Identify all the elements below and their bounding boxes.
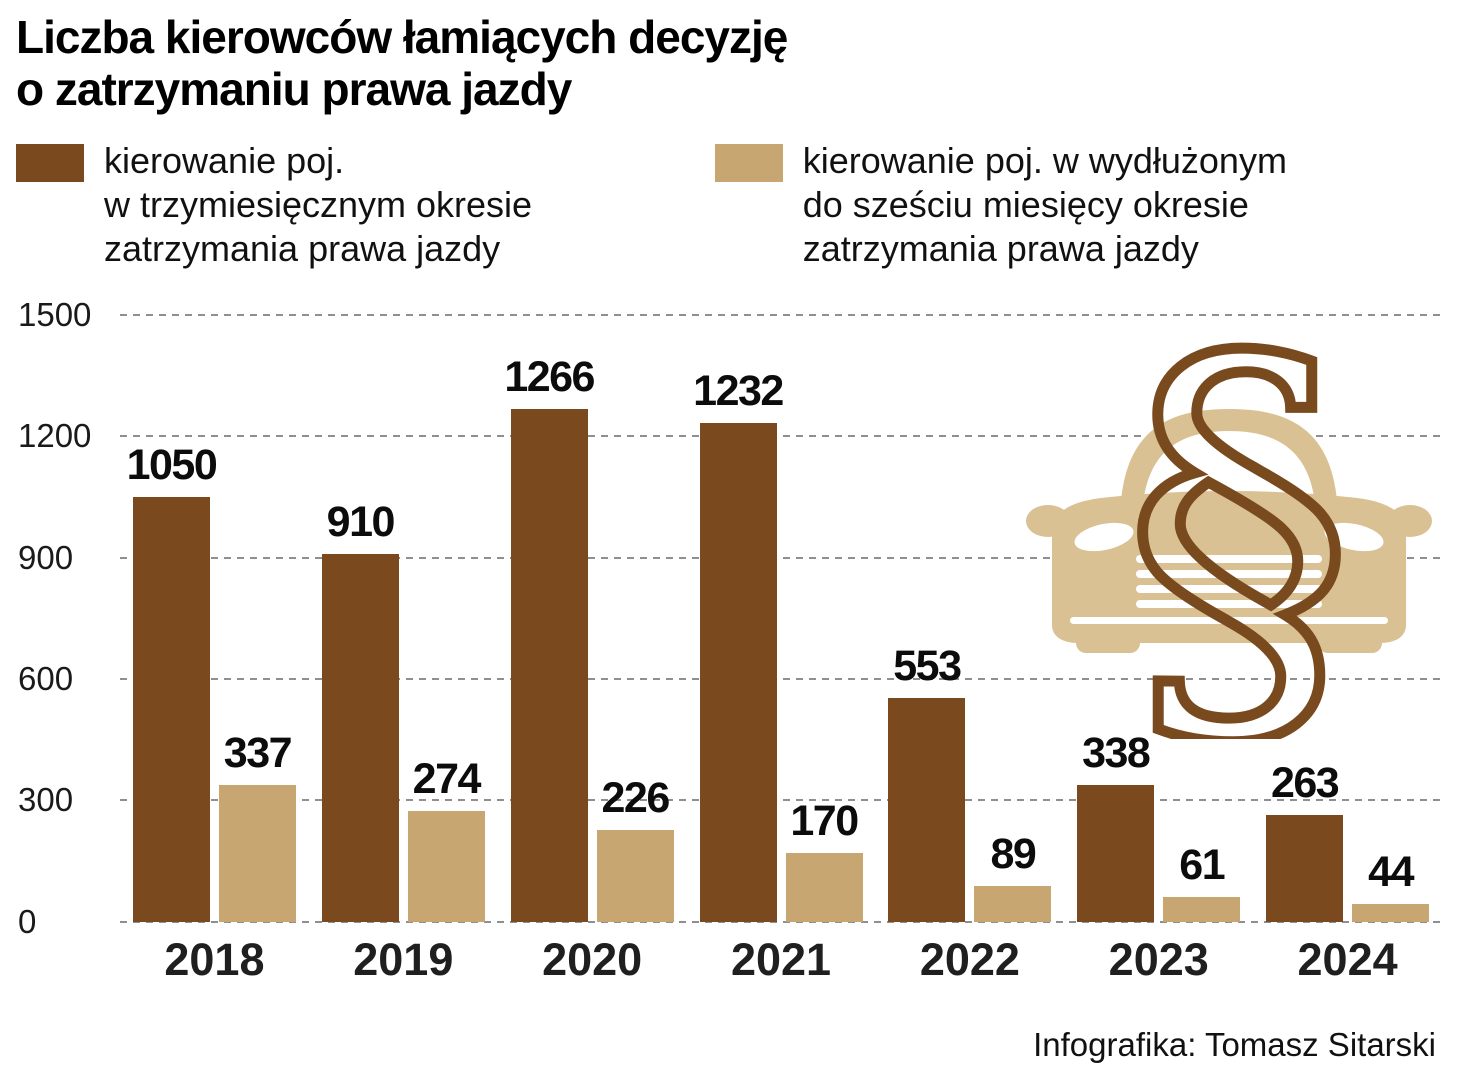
bar-value-label: 1232	[693, 367, 784, 416]
legend-label: kierowanie poj. w wydłużonym do sześciu …	[803, 139, 1287, 271]
bar-column: 274	[407, 315, 485, 922]
legend-label-line: zatrzymania prawa jazdy	[802, 227, 1199, 269]
legend-swatch	[16, 144, 84, 183]
x-axis-label: 2022	[919, 933, 1020, 985]
bar	[1163, 897, 1241, 922]
bar-group-2024: 263 44	[1253, 315, 1442, 922]
bar-column: 910	[321, 315, 399, 922]
y-axis-label: 0	[18, 902, 37, 940]
legend-label-line: kierowanie poj. w wydłużonym	[802, 140, 1287, 182]
bar-column: 1050	[127, 315, 218, 922]
bar-groups: 1050 337 910 274 1266 226 1232 170 553 89 338 61 263…	[120, 315, 1442, 922]
bar	[785, 852, 863, 922]
bar	[699, 423, 777, 922]
bar	[321, 553, 399, 922]
bar	[132, 496, 210, 922]
bar-column: 89	[974, 315, 1052, 922]
bar	[218, 785, 296, 922]
bar	[1352, 903, 1430, 922]
bar-group-2020: 1266 226	[498, 315, 687, 922]
y-axis-label: 1500	[18, 295, 92, 333]
bar	[1077, 784, 1155, 922]
bar-column: 1266	[504, 315, 595, 922]
legend-label-line: w trzymiesięcznym okresie	[104, 183, 533, 225]
x-axis-label: 2023	[1108, 933, 1209, 985]
bar-value-label: 89	[990, 829, 1036, 878]
legend-item-three-month: kierowanie poj. w trzymiesięcznym okresi…	[16, 139, 715, 271]
bar-value-label: 274	[412, 754, 482, 803]
legend: kierowanie poj. w trzymiesięcznym okresi…	[16, 139, 1442, 271]
bar	[407, 810, 485, 922]
y-axis-label: 600	[18, 659, 74, 697]
bar	[1266, 815, 1344, 922]
gridline	[120, 799, 1442, 802]
bar-value-label: 337	[223, 729, 293, 778]
bar-value-label: 910	[326, 497, 396, 546]
x-axis: 2018 2019 2020 2021 2022 2023 2024	[120, 934, 1442, 986]
gridline	[120, 677, 1442, 680]
bar-value-label: 553	[893, 641, 962, 690]
bar-value-label: 226	[601, 774, 671, 823]
page-title: Liczba kierowców łamiących decyzję o zat…	[16, 11, 1442, 115]
bar-column: 1232	[693, 315, 784, 922]
bar-group-2018: 1050 337	[120, 315, 309, 922]
gridline	[120, 435, 1442, 438]
legend-label-line: do sześciu miesięcy okresie	[802, 183, 1249, 225]
x-axis-label: 2020	[542, 933, 643, 985]
bar-value-label: 170	[790, 796, 859, 845]
legend-item-six-month: kierowanie poj. w wydłużonym do sześciu …	[714, 139, 1287, 271]
y-axis-label: 300	[18, 781, 74, 819]
x-axis-label: 2018	[164, 933, 265, 985]
legend-swatch	[714, 144, 783, 183]
x-axis-label: 2019	[353, 933, 454, 985]
bar	[888, 697, 966, 922]
bar-column: 337	[218, 315, 296, 922]
bar-group-2022: 553 89	[875, 315, 1064, 922]
y-axis-label: 1200	[18, 417, 92, 455]
legend-label-line: kierowanie poj.	[104, 140, 345, 182]
bar-column: 338	[1077, 315, 1155, 922]
bar	[974, 885, 1052, 922]
bar-value-label: 1050	[126, 440, 218, 489]
bar-column: 226	[596, 315, 674, 922]
plot-area: § 0 300 600 900 1200 1500 1050 337 910 274 1266 226…	[16, 296, 1442, 940]
legend-label-line: zatrzymania prawa jazdy	[104, 227, 501, 269]
x-axis-label: 2021	[730, 933, 832, 985]
y-axis-label: 900	[18, 538, 74, 576]
bar-group-2021: 1232 170	[687, 315, 876, 922]
bar-group-2019: 910 274	[309, 315, 498, 922]
legend-label: kierowanie poj. w trzymiesięcznym okresi…	[104, 139, 532, 271]
gridline	[120, 313, 1442, 316]
bar-column: 170	[785, 315, 863, 922]
bar	[510, 409, 588, 922]
bar-value-label: 263	[1270, 759, 1340, 808]
title-line-1: Liczba kierowców łamiących decyzję	[16, 11, 788, 63]
bar-column: 61	[1163, 315, 1241, 922]
bar	[596, 830, 674, 922]
x-axis-label: 2024	[1297, 933, 1398, 985]
bar-column: 263	[1266, 315, 1344, 922]
bar-value-label: 61	[1179, 841, 1225, 890]
credit-line: Infografika: Tomasz Sitarski	[1033, 1026, 1436, 1063]
bar-column: 44	[1352, 315, 1430, 922]
bar-value-label: 1266	[504, 353, 595, 402]
bar-group-2023: 338 61	[1064, 315, 1253, 922]
bar-value-label: 338	[1082, 728, 1151, 777]
bar-value-label: 44	[1368, 847, 1414, 896]
gridline	[120, 920, 1442, 923]
title-line-2: o zatrzymaniu prawa jazdy	[16, 62, 572, 115]
bar-column: 553	[888, 315, 966, 922]
gridline	[120, 556, 1442, 559]
